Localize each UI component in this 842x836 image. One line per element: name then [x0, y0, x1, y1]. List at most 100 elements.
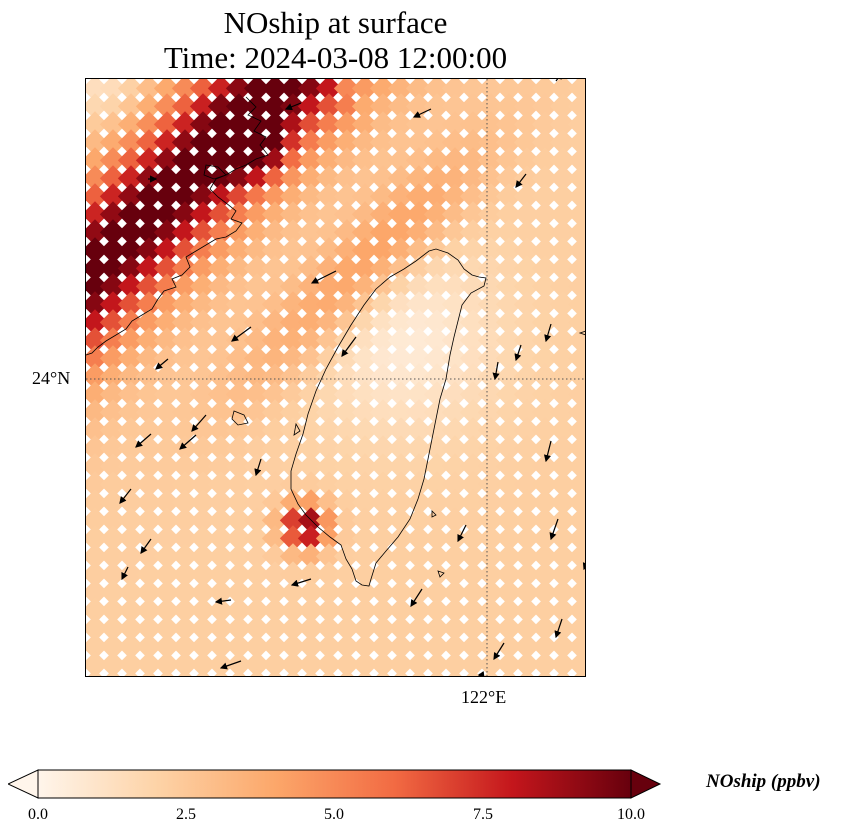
field-cell [261, 237, 289, 264]
field-cell [477, 417, 505, 444]
field-cell [225, 129, 253, 156]
field-cell [387, 489, 415, 516]
field-cell [297, 345, 325, 372]
field-cell [279, 165, 307, 192]
field-cell [99, 129, 127, 156]
field-cell [243, 291, 271, 318]
field-cell [369, 273, 397, 300]
field-cell [567, 471, 585, 498]
field-cell [405, 79, 433, 102]
field-cell [423, 615, 451, 642]
field-cell [405, 237, 433, 264]
colorbar-tick-label: 2.5 [176, 806, 196, 823]
field-cell [351, 399, 379, 426]
longitude-tick-label: 122°E [461, 687, 507, 707]
field-cell [297, 111, 325, 138]
field-cell [405, 399, 433, 426]
field-cell [279, 147, 307, 174]
wind-arrow [544, 323, 552, 343]
field-cell [387, 561, 415, 588]
map-title-line-2: Time: 2024-03-08 12:00:00 [163, 40, 508, 75]
concentration-field [86, 79, 585, 676]
field-cell [297, 219, 325, 246]
graticule [86, 79, 585, 676]
field-cell [351, 237, 379, 264]
field-cell [459, 417, 487, 444]
field-cell [117, 291, 145, 318]
field-cell [405, 309, 433, 336]
field-cell [207, 435, 235, 462]
field-cell [387, 345, 415, 372]
field-cell [279, 79, 307, 102]
field-cell [477, 147, 505, 174]
field-cell [351, 669, 379, 676]
field-cell [315, 471, 343, 498]
field-cell [405, 417, 433, 444]
field-cell [225, 219, 253, 246]
field-cell [153, 147, 181, 174]
field-cell [387, 93, 415, 120]
field-cell [387, 183, 415, 210]
field-cell [423, 345, 451, 372]
field-cell [387, 129, 415, 156]
field-cell [369, 597, 397, 624]
field-cell [333, 345, 361, 372]
wind-arrow [457, 524, 467, 543]
field-cell [513, 345, 541, 372]
field-cell [117, 255, 145, 282]
field-cell [423, 129, 451, 156]
field-cell [333, 183, 361, 210]
field-cell [297, 129, 325, 156]
field-cell [477, 93, 505, 120]
field-cell [351, 129, 379, 156]
field-cell [225, 669, 253, 676]
field-cell [405, 471, 433, 498]
field-cell [477, 363, 505, 390]
field-cell [261, 165, 289, 192]
field-cell [243, 255, 271, 282]
field-cell [297, 201, 325, 228]
field-cell [423, 579, 451, 606]
field-cell [225, 255, 253, 282]
field-cell [369, 471, 397, 498]
field-cell [423, 201, 451, 228]
field-cell [423, 471, 451, 498]
field-cell [441, 525, 469, 552]
field-cell [243, 453, 271, 480]
field-cell [189, 669, 217, 676]
field-cell [495, 399, 523, 426]
field-cell [315, 237, 343, 264]
field-cell [279, 363, 307, 390]
field-cell [441, 399, 469, 426]
field-cell [567, 219, 585, 246]
field-cell [297, 237, 325, 264]
field-cell [441, 453, 469, 480]
field-cell [117, 381, 145, 408]
wind-arrow [231, 326, 252, 342]
field-cell [99, 219, 127, 246]
field-cell [351, 273, 379, 300]
field-cell [369, 93, 397, 120]
field-cell [369, 435, 397, 462]
field-cell [86, 129, 109, 156]
field-cell [351, 597, 379, 624]
field-cell [405, 93, 433, 120]
field-cell [387, 237, 415, 264]
field-cell [207, 327, 235, 354]
field-cell [297, 327, 325, 354]
field-cell [261, 471, 289, 498]
field-cell [405, 579, 433, 606]
field-cell [225, 183, 253, 210]
field-cell [369, 291, 397, 318]
field-cell [333, 399, 361, 426]
field-cell [405, 111, 433, 138]
field-cell [261, 129, 289, 156]
field-cell [531, 669, 559, 676]
field-cell [369, 147, 397, 174]
field-cell [549, 381, 577, 408]
field-cell [459, 633, 487, 660]
field-cell [441, 615, 469, 642]
field-cell [351, 525, 379, 552]
wind-arrow [341, 336, 357, 357]
colorbar-max-extension [630, 769, 662, 799]
